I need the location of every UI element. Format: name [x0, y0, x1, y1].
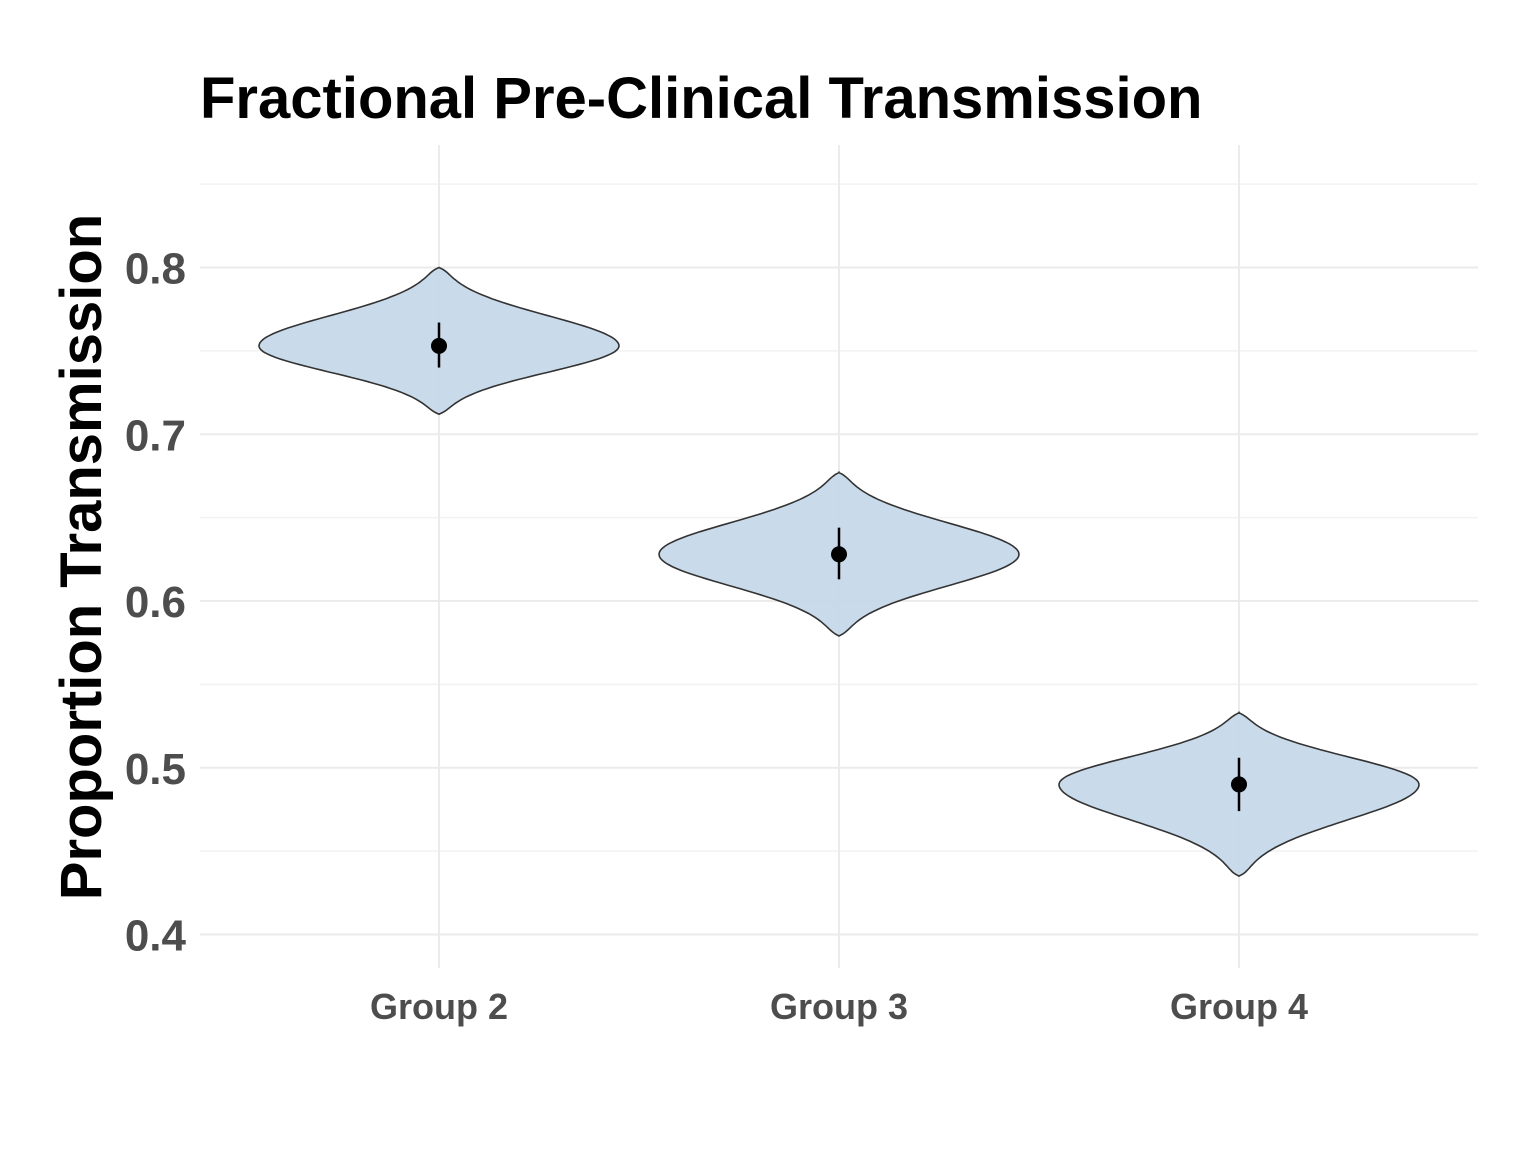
- y-axis-label: Proportion Transmission: [49, 214, 114, 900]
- x-tick-label: Group 4: [1170, 986, 1308, 1027]
- chart-title: Fractional Pre-Clinical Transmission: [200, 66, 1202, 131]
- y-tick-label: 0.7: [125, 411, 186, 460]
- x-tick-labels: Group 2 Group 3 Group 4: [370, 986, 1308, 1027]
- y-tick-label: 0.4: [125, 912, 187, 961]
- x-tick-label: Group 2: [370, 986, 508, 1027]
- median-point: [831, 546, 847, 563]
- x-tick-label: Group 3: [770, 986, 908, 1027]
- y-tick-label: 0.5: [125, 745, 186, 794]
- y-tick-labels: 0.4 0.5 0.6 0.7 0.8: [125, 245, 187, 961]
- y-tick-label: 0.6: [125, 578, 186, 627]
- y-tick-label: 0.8: [125, 245, 186, 294]
- median-point: [431, 337, 447, 354]
- median-point: [1231, 776, 1247, 793]
- point-layer: [431, 322, 1247, 812]
